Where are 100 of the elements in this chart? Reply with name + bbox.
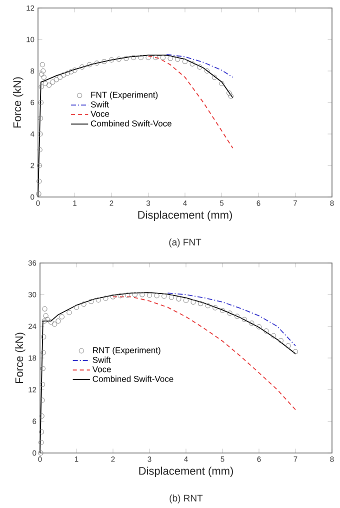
point bbox=[52, 322, 58, 327]
point bbox=[81, 302, 86, 307]
legend-label: Combined Swift-Voce bbox=[92, 376, 174, 382]
line-series bbox=[40, 292, 296, 454]
point bbox=[44, 316, 50, 322]
point bbox=[38, 450, 44, 456]
point bbox=[110, 294, 116, 300]
point bbox=[183, 298, 189, 304]
legend-label: Swift bbox=[92, 356, 111, 363]
point bbox=[204, 68, 210, 74]
point bbox=[124, 56, 129, 61]
point bbox=[162, 294, 167, 299]
text: (b) RNT bbox=[170, 494, 203, 504]
point bbox=[108, 57, 114, 63]
point bbox=[59, 314, 64, 320]
y-axis-title: Force (kN) bbox=[15, 332, 26, 384]
point bbox=[271, 333, 276, 338]
point bbox=[131, 55, 136, 60]
point bbox=[56, 318, 61, 324]
point bbox=[72, 68, 78, 73]
point bbox=[37, 147, 42, 152]
point bbox=[140, 292, 145, 298]
x-axis-title: Displacement (mm) bbox=[139, 466, 233, 477]
point bbox=[118, 293, 123, 298]
text: (a) FNT bbox=[169, 238, 202, 248]
point bbox=[38, 100, 44, 106]
point bbox=[264, 328, 269, 334]
x-axis-title: Displacement (mm) bbox=[138, 210, 232, 221]
point bbox=[103, 296, 108, 301]
line-series bbox=[167, 292, 296, 346]
point bbox=[286, 343, 291, 348]
point bbox=[249, 320, 254, 326]
point bbox=[94, 60, 100, 66]
point bbox=[168, 294, 174, 300]
line-series bbox=[38, 54, 234, 198]
point bbox=[234, 314, 240, 319]
y-axis-title: Force (kN) bbox=[13, 77, 24, 128]
point bbox=[36, 162, 42, 168]
legend-label: Combined Swift-Voce bbox=[91, 120, 172, 126]
legend-label: RNT (Experiment) bbox=[93, 346, 160, 355]
point bbox=[80, 64, 85, 70]
point bbox=[42, 306, 48, 312]
point bbox=[50, 79, 56, 85]
point bbox=[46, 82, 52, 88]
point bbox=[146, 55, 151, 60]
legend-label: FNT (Experiment) bbox=[91, 92, 158, 100]
point bbox=[175, 56, 180, 62]
point bbox=[58, 74, 63, 80]
point bbox=[176, 296, 182, 302]
point bbox=[68, 69, 74, 74]
point bbox=[40, 350, 46, 356]
point bbox=[242, 316, 247, 322]
point bbox=[212, 74, 217, 80]
point bbox=[36, 191, 42, 196]
point bbox=[198, 301, 204, 306]
point bbox=[38, 429, 44, 434]
point bbox=[190, 61, 195, 66]
point bbox=[168, 56, 173, 61]
point bbox=[153, 55, 158, 60]
point bbox=[182, 58, 188, 64]
legend-label: Voce bbox=[92, 366, 111, 372]
point bbox=[40, 68, 46, 74]
point bbox=[132, 292, 138, 298]
point bbox=[228, 94, 234, 99]
point bbox=[36, 178, 42, 184]
point bbox=[219, 81, 224, 86]
legend-label: Voce bbox=[90, 110, 110, 117]
point bbox=[154, 293, 160, 298]
point bbox=[96, 297, 101, 302]
point bbox=[227, 310, 232, 316]
point bbox=[40, 62, 45, 68]
point bbox=[220, 308, 226, 314]
legend-label: Swift bbox=[90, 101, 109, 108]
point bbox=[64, 70, 70, 76]
point bbox=[226, 90, 232, 96]
point bbox=[197, 64, 202, 70]
point bbox=[39, 72, 44, 77]
point bbox=[138, 55, 144, 60]
point bbox=[43, 313, 48, 318]
point bbox=[38, 84, 44, 90]
point bbox=[42, 81, 48, 86]
point bbox=[102, 58, 107, 64]
point bbox=[116, 56, 122, 62]
point bbox=[54, 77, 59, 82]
line-series bbox=[166, 54, 234, 78]
point bbox=[38, 440, 44, 445]
point bbox=[292, 349, 298, 354]
point bbox=[160, 55, 166, 60]
point bbox=[125, 292, 130, 298]
point bbox=[48, 320, 54, 325]
point bbox=[66, 310, 72, 316]
point bbox=[278, 338, 284, 344]
point bbox=[40, 382, 46, 387]
point bbox=[205, 303, 210, 308]
point bbox=[74, 304, 80, 310]
point bbox=[40, 366, 46, 372]
point bbox=[39, 414, 44, 419]
point bbox=[86, 62, 92, 68]
point bbox=[61, 72, 66, 78]
point bbox=[146, 292, 152, 298]
